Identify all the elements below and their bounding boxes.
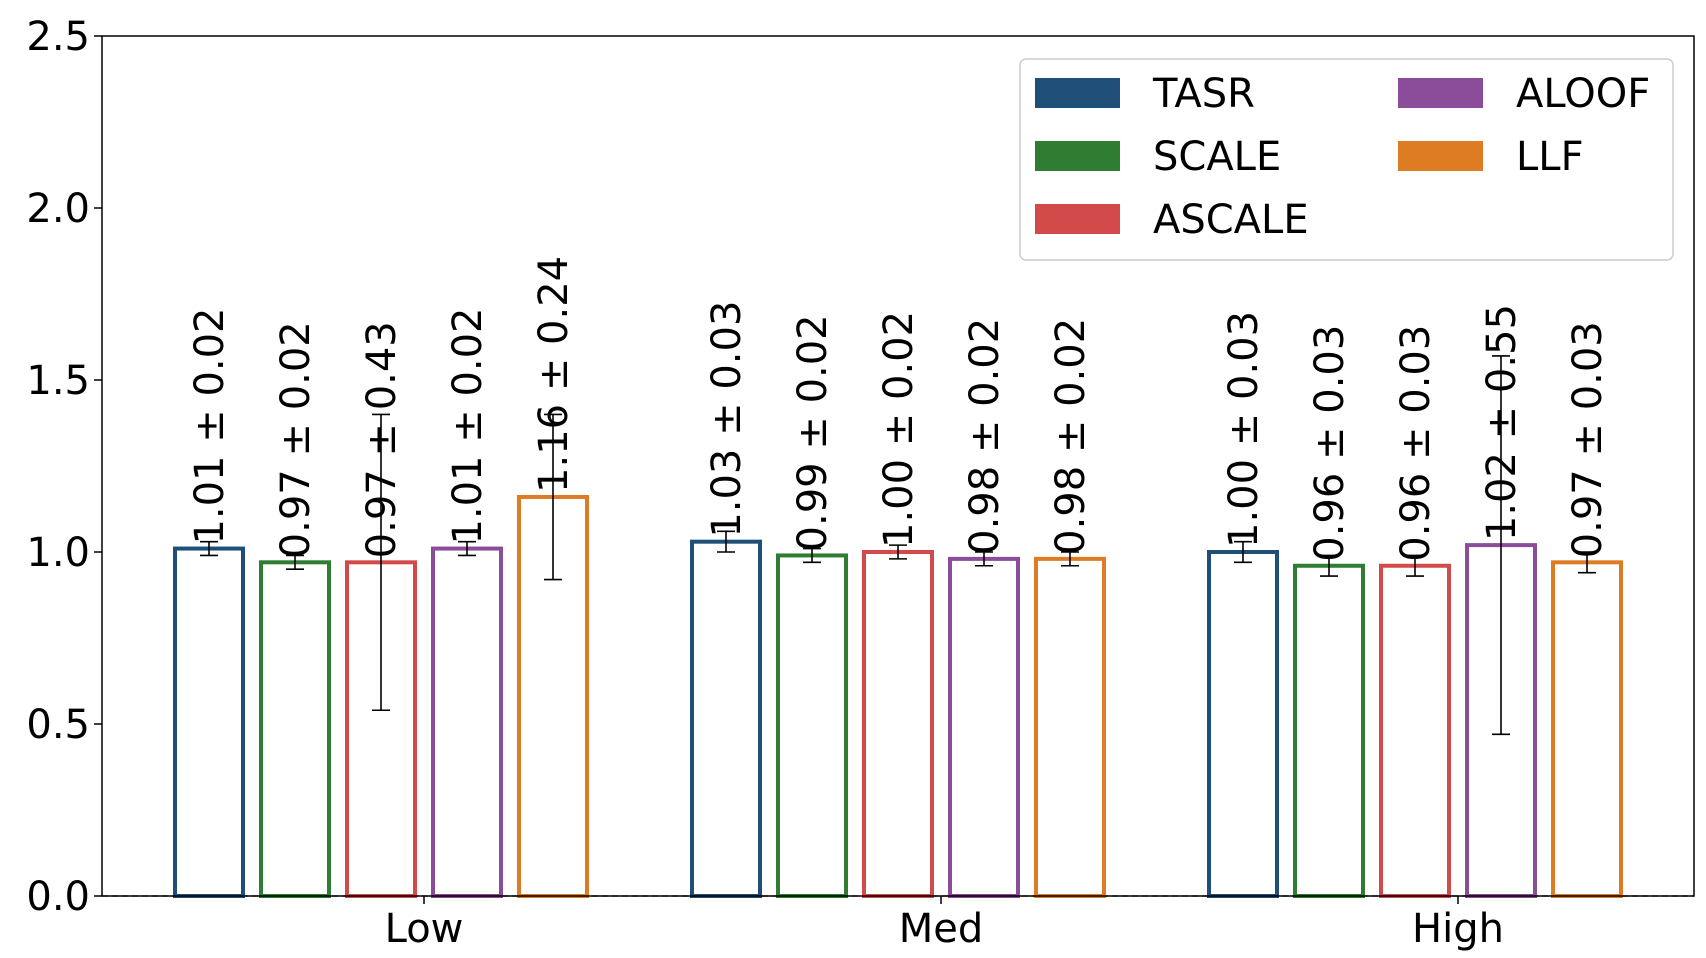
data-label: 0.97 ± 0.43 bbox=[359, 321, 405, 558]
legend-swatch bbox=[1035, 141, 1120, 171]
x-tick-label: Med bbox=[899, 906, 984, 952]
x-tick-label: Low bbox=[385, 906, 464, 952]
data-label: 1.00 ± 0.02 bbox=[876, 311, 922, 548]
legend-item-ascale: ASCALE bbox=[1035, 197, 1309, 243]
error-bar bbox=[1320, 554, 1338, 577]
legend-item-aloof: ALOOF bbox=[1398, 71, 1650, 117]
data-label: 0.96 ± 0.03 bbox=[1307, 325, 1353, 562]
bar-scale-high bbox=[1293, 563, 1365, 898]
bar-tasr-low bbox=[173, 546, 245, 898]
bar-aloof-low bbox=[431, 546, 503, 898]
labels-layer: 1.01 ± 0.02 1.03 ± 0.03 1.00 ± 0.03 0.97 ± … bbox=[187, 256, 1611, 562]
error-bar bbox=[889, 544, 907, 560]
x-tick-label: High bbox=[1412, 906, 1504, 952]
legend-label: SCALE bbox=[1153, 134, 1281, 180]
error-bar bbox=[458, 540, 476, 557]
legend-item-tasr: TASR bbox=[1035, 71, 1255, 117]
data-label: 0.99 ± 0.02 bbox=[790, 314, 836, 551]
y-tick-label: 1.0 bbox=[26, 530, 90, 576]
bar-llf-high bbox=[1551, 560, 1623, 898]
legend-label: ALOOF bbox=[1516, 71, 1650, 117]
error-bar bbox=[1578, 551, 1596, 574]
legend-label: LLF bbox=[1516, 134, 1584, 180]
error-bar bbox=[975, 551, 993, 567]
error-bar bbox=[1406, 554, 1424, 577]
legend-item-scale: SCALE bbox=[1035, 134, 1281, 180]
bar-ascale-med bbox=[862, 550, 934, 898]
data-label: 0.98 ± 0.02 bbox=[1048, 318, 1094, 555]
error-bar bbox=[286, 554, 304, 571]
legend-swatch bbox=[1035, 204, 1120, 234]
bar-tasr-med bbox=[690, 539, 762, 898]
y-tick-label: 2.5 bbox=[26, 14, 90, 60]
legend-item-llf: LLF bbox=[1398, 134, 1584, 180]
data-label: 1.03 ± 0.03 bbox=[704, 301, 750, 538]
legend-label: ASCALE bbox=[1153, 197, 1309, 243]
y-tick-label: 0.0 bbox=[26, 874, 90, 920]
error-bar bbox=[717, 530, 735, 553]
legend-label: TASR bbox=[1152, 71, 1255, 117]
legend-swatch bbox=[1035, 78, 1120, 108]
data-label: 1.16 ± 0.24 bbox=[531, 256, 577, 493]
legend-swatch bbox=[1398, 141, 1483, 171]
y-tick-label: 2.0 bbox=[26, 186, 90, 232]
error-bar bbox=[200, 540, 218, 557]
axes-layer: 0.0 0.5 1.0 1.5 2.0 2.5 Low Med High bbox=[26, 14, 1695, 952]
legend: TASR SCALE ASCALE ALOOF LLF bbox=[1019, 58, 1674, 261]
error-bar bbox=[1061, 551, 1079, 567]
error-bar bbox=[1234, 540, 1252, 564]
error-bar bbox=[803, 547, 821, 564]
bar-scale-low bbox=[259, 560, 331, 898]
error-bar bbox=[1492, 355, 1510, 736]
legend-box bbox=[1019, 58, 1674, 261]
data-label: 0.97 ± 0.02 bbox=[273, 321, 319, 558]
data-label: 0.97 ± 0.03 bbox=[1565, 321, 1611, 558]
y-tick-label: 0.5 bbox=[26, 702, 90, 748]
data-label: 1.02 ± 0.55 bbox=[1479, 304, 1525, 541]
data-label: 0.98 ± 0.02 bbox=[962, 318, 1008, 555]
y-tick-label: 1.5 bbox=[26, 358, 90, 404]
plot-frame bbox=[101, 35, 1695, 897]
error-bar bbox=[544, 413, 562, 581]
bar-ascale-high bbox=[1379, 563, 1451, 898]
data-label: 0.96 ± 0.03 bbox=[1393, 325, 1439, 562]
error-bar bbox=[372, 413, 390, 712]
bar-tasr-high bbox=[1207, 550, 1279, 898]
bar-llf-med bbox=[1034, 556, 1106, 898]
data-label: 1.01 ± 0.02 bbox=[187, 307, 233, 544]
data-label: 1.00 ± 0.03 bbox=[1221, 311, 1267, 548]
data-label: 1.01 ± 0.02 bbox=[445, 307, 491, 544]
legend-swatch bbox=[1398, 78, 1483, 108]
bar-scale-med bbox=[776, 553, 848, 898]
bar-aloof-med bbox=[948, 556, 1020, 898]
